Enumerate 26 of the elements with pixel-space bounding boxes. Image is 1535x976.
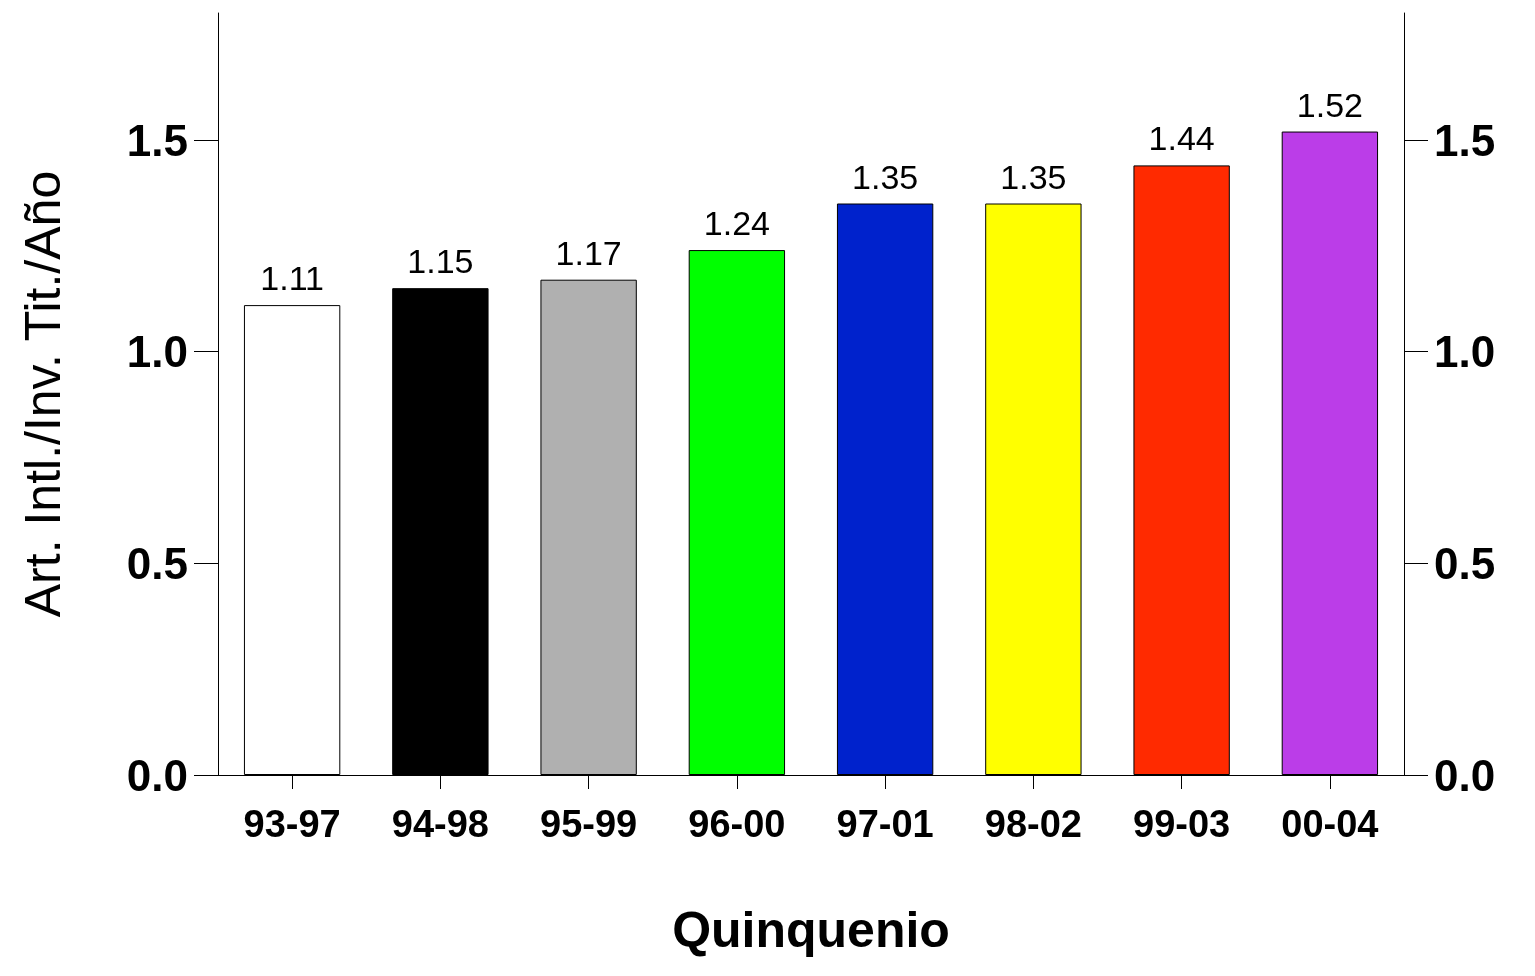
x-tick-label: 00-04 [1281, 803, 1379, 845]
data-label: 1.24 [703, 204, 770, 243]
data-label: 1.11 [260, 259, 324, 298]
y-tick-label: 0.0 [126, 750, 188, 800]
data-label: 1.15 [407, 242, 474, 281]
y-tick-label: 0.5 [126, 538, 188, 588]
x-tick-label: 96-00 [688, 803, 786, 845]
x-tick-label: 98-02 [984, 803, 1082, 845]
y2-tick-label: 1.0 [1434, 327, 1496, 377]
y-tick-label: 1.0 [126, 327, 188, 377]
x-tick-label: 94-98 [391, 803, 489, 845]
y-axis-title: Art. Intl./Inv. Tit./Año [15, 170, 71, 618]
data-label: 1.35 [1000, 157, 1067, 196]
x-tick-label: 93-97 [243, 803, 341, 845]
data-label: 1.52 [1296, 85, 1363, 124]
data-label: 1.17 [555, 233, 622, 272]
x-axis-title: Quinquenio [672, 902, 950, 958]
data-label: 1.35 [852, 157, 919, 196]
x-tick-label: 95-99 [540, 803, 638, 845]
y2-tick-label: 1.5 [1434, 115, 1496, 165]
y2-tick-label: 0.5 [1434, 538, 1496, 588]
x-tick-label: 97-01 [836, 803, 934, 845]
y-tick-label: 1.5 [126, 115, 188, 165]
y2-tick-label: 0.0 [1434, 750, 1496, 800]
x-tick-label: 99-03 [1133, 803, 1231, 845]
data-label: 1.44 [1148, 119, 1215, 158]
